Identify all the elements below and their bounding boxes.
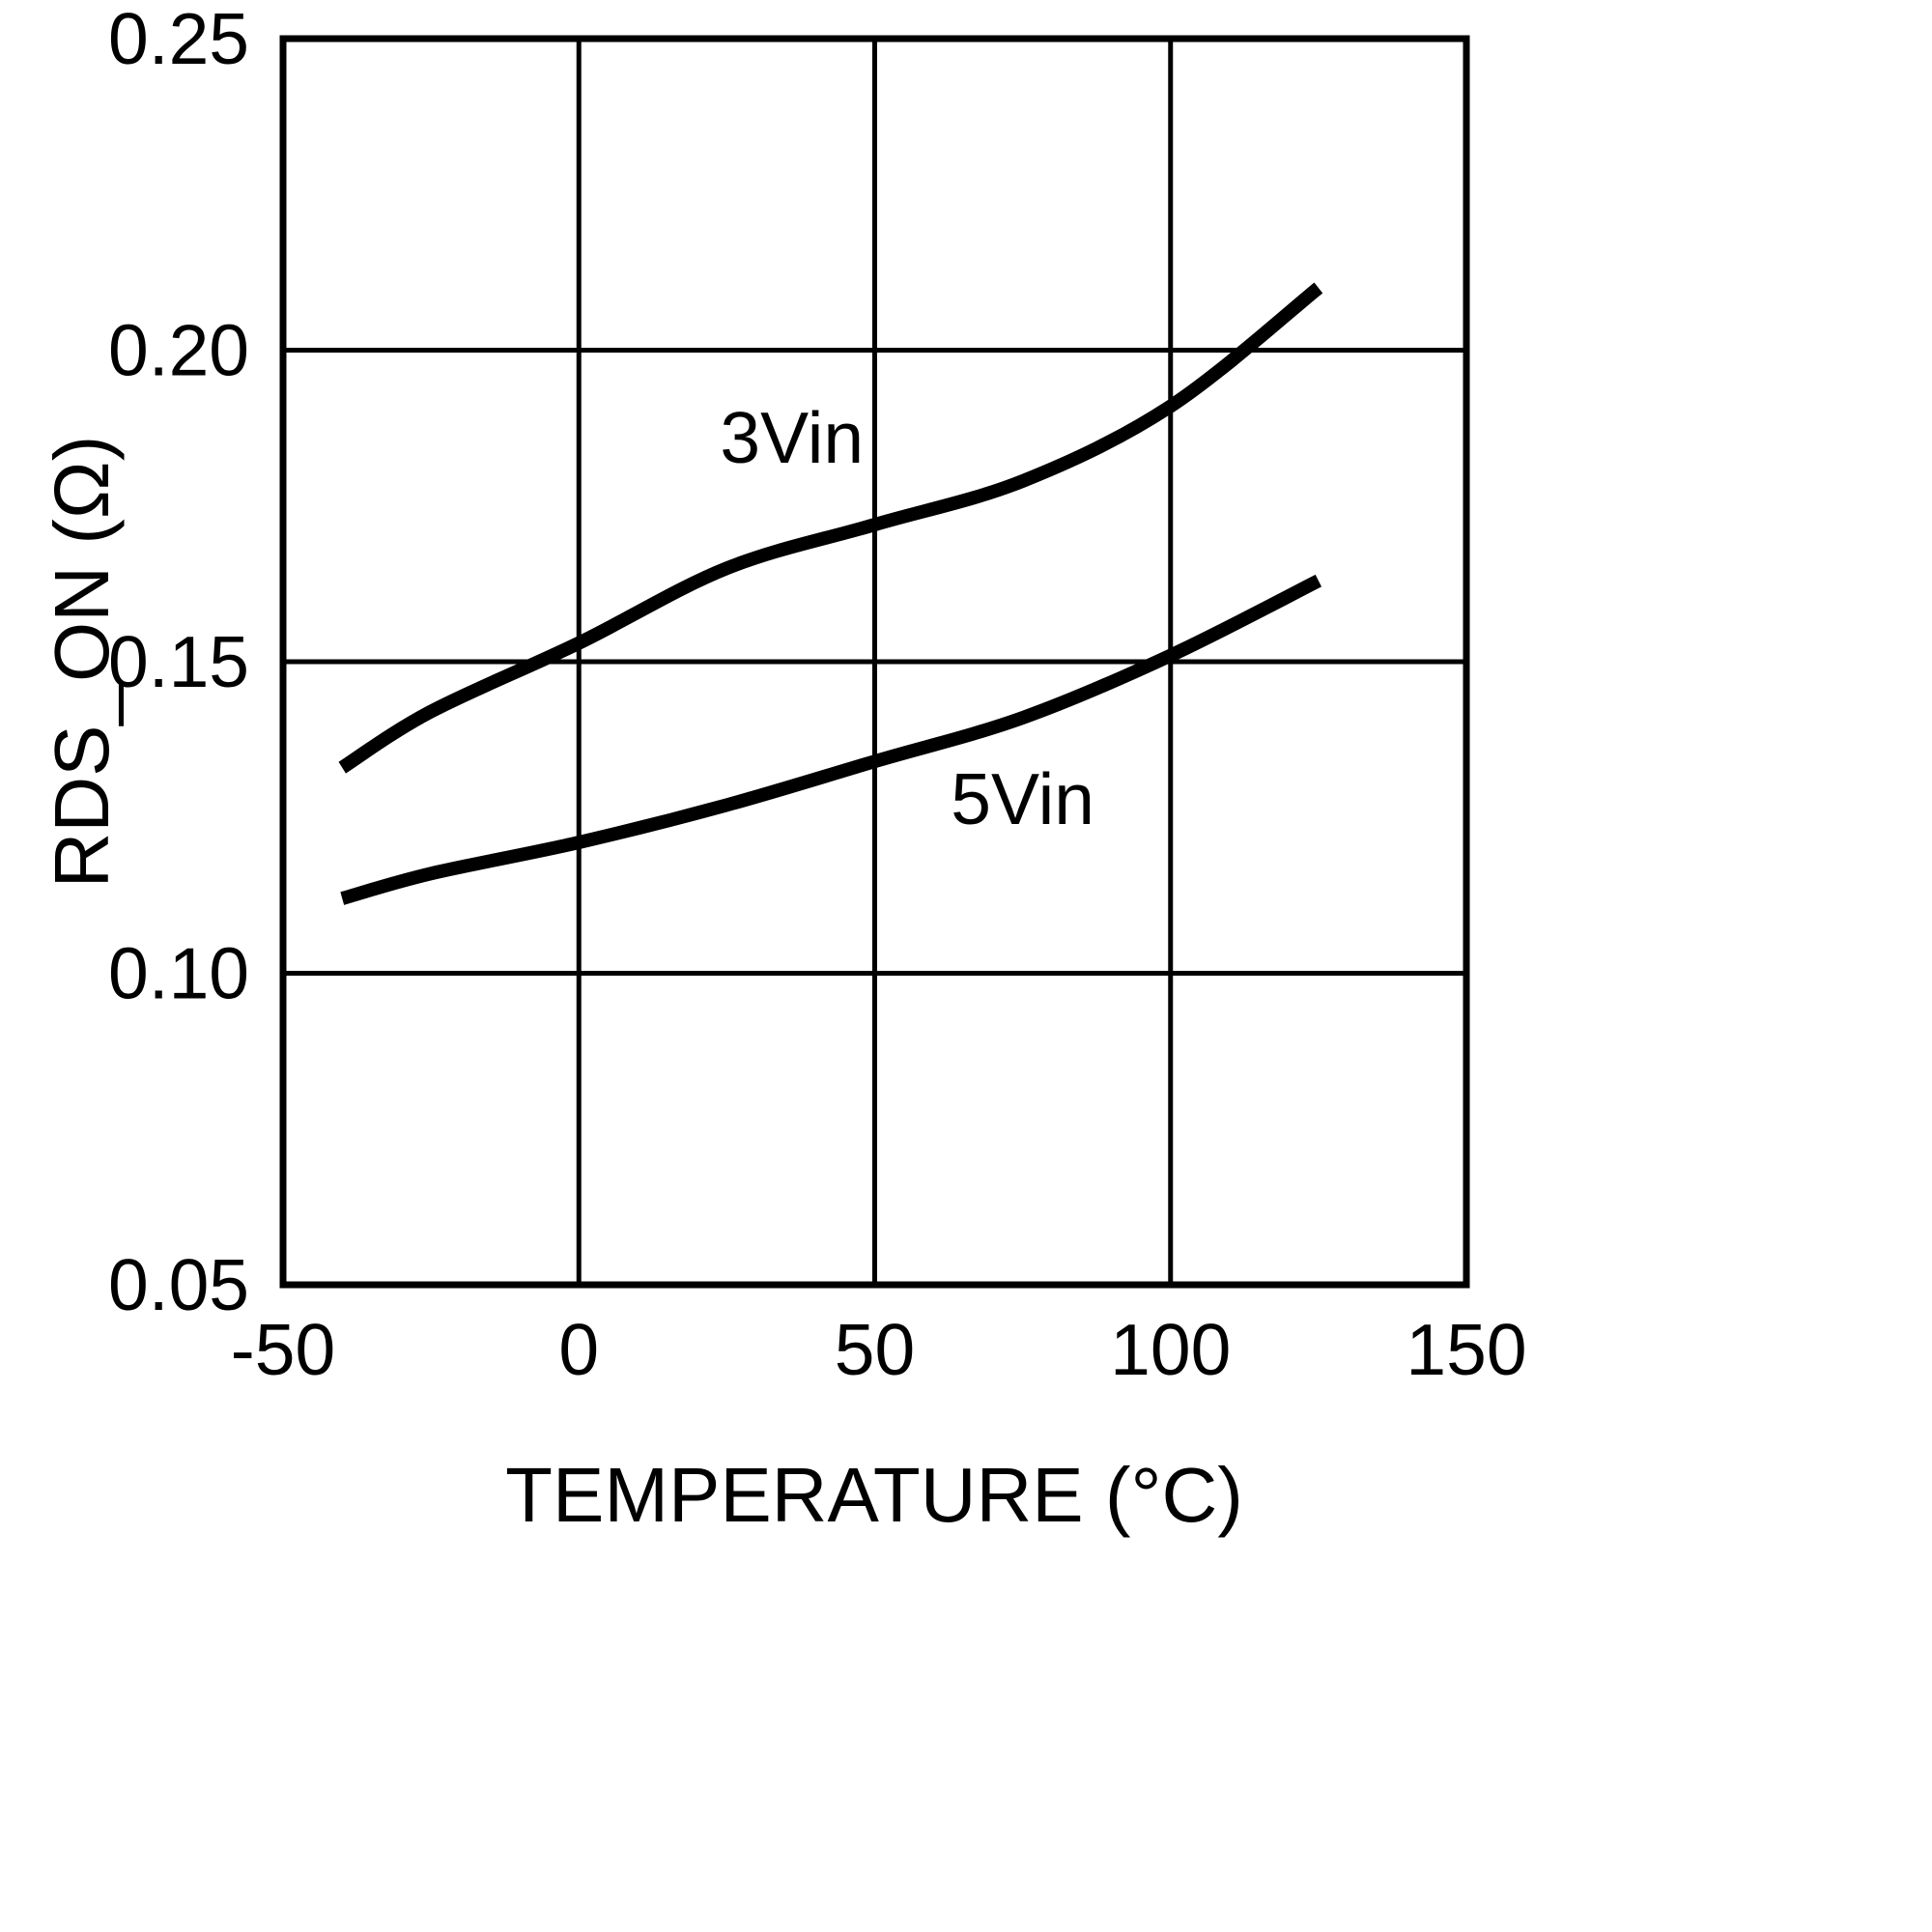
y-tick-label: 0.15 bbox=[108, 621, 249, 702]
x-tick-label: -50 bbox=[231, 1309, 335, 1390]
x-tick-label: 100 bbox=[1110, 1309, 1231, 1390]
y-tick-label: 0.10 bbox=[108, 933, 249, 1014]
series-label-3vin: 3Vin bbox=[720, 397, 864, 478]
y-tick-label: 0.05 bbox=[108, 1244, 249, 1325]
series-label-5vin: 5Vin bbox=[951, 758, 1094, 839]
series-line-3vin bbox=[338, 282, 1323, 774]
y-axis-title: RDS_ON (Ω) bbox=[39, 435, 125, 889]
y-tick-label: 0.20 bbox=[108, 310, 249, 391]
x-tick-label: 50 bbox=[835, 1309, 915, 1390]
x-tick-label: 0 bbox=[558, 1309, 599, 1390]
series-line-5vin bbox=[340, 574, 1322, 905]
plot-border bbox=[279, 35, 1470, 1289]
x-tick-label: 150 bbox=[1406, 1309, 1526, 1390]
x-axis-title: TEMPERATURE (°C) bbox=[505, 1452, 1243, 1538]
y-tick-label: 0.25 bbox=[108, 0, 249, 79]
